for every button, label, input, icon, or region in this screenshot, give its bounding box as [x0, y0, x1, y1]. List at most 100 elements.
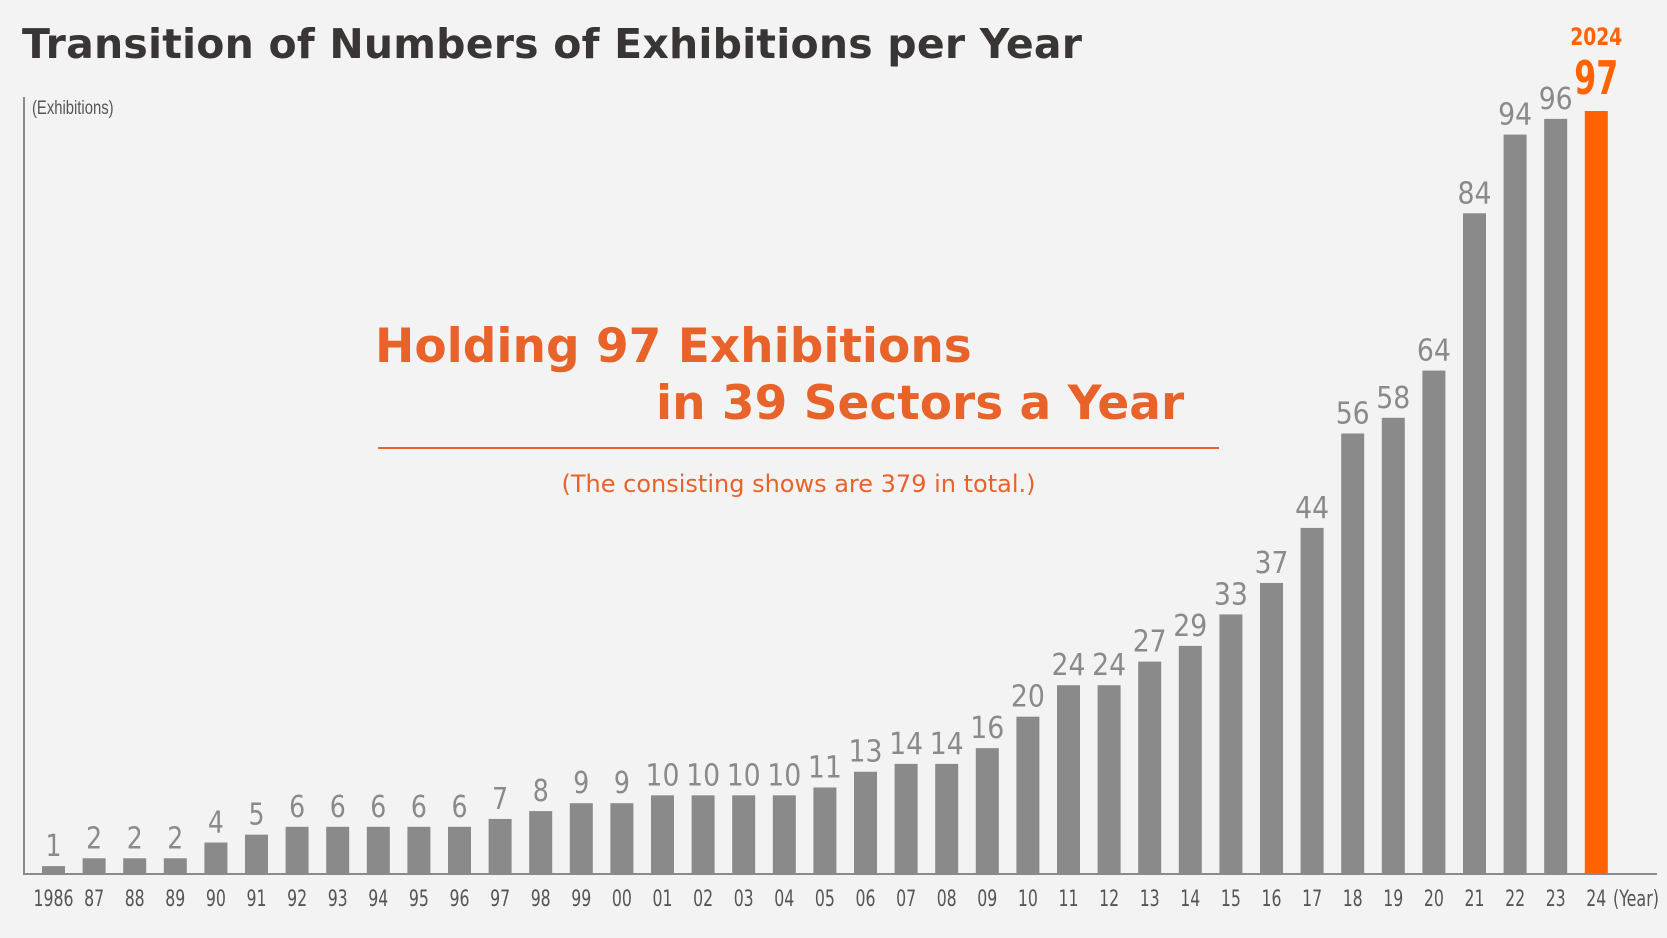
x-tick-11: 11 [1059, 887, 1079, 912]
data-label-06: 13 [849, 735, 883, 770]
x-tick-19: 19 [1383, 887, 1403, 912]
data-label-15: 33 [1214, 577, 1248, 612]
data-label-92: 6 [289, 790, 305, 825]
bar-17 [1300, 527, 1324, 874]
data-label-99: 9 [573, 766, 589, 801]
x-tick-95: 95 [409, 887, 429, 912]
x-tick-20: 20 [1424, 887, 1444, 912]
headline-line-2: in 39 Sectors a Year [656, 376, 1185, 431]
data-label-16: 37 [1255, 546, 1289, 581]
bar-19 [1381, 417, 1405, 874]
data-label-89: 2 [167, 821, 183, 856]
data-label-90: 4 [208, 806, 224, 841]
data-label-95: 6 [411, 790, 427, 825]
x-tick-05: 05 [815, 887, 835, 912]
bar-09 [975, 748, 999, 874]
data-label-04: 10 [767, 758, 801, 793]
bar-11 [1057, 685, 1080, 874]
x-tick-94: 94 [368, 887, 388, 912]
data-label-96: 6 [452, 790, 468, 825]
data-label-14: 29 [1173, 609, 1207, 644]
x-tick-07: 07 [896, 887, 916, 912]
chart-title: Transition of Numbers of Exhibitions per… [22, 20, 1083, 68]
bar-13 [1138, 661, 1162, 874]
x-tick-10: 10 [1018, 887, 1038, 912]
x-tick-24: 24 [1586, 887, 1606, 912]
data-label-91: 5 [249, 798, 265, 833]
bar-99 [569, 803, 593, 874]
bar-14 [1178, 645, 1202, 874]
bar-06 [854, 771, 877, 874]
data-label-20: 64 [1417, 334, 1451, 369]
data-label-08: 14 [930, 727, 964, 762]
bar-88 [123, 858, 147, 874]
bar-01 [651, 795, 674, 874]
bar-18 [1341, 433, 1365, 874]
bar-12 [1097, 685, 1121, 874]
x-tick-06: 06 [856, 887, 876, 912]
x-tick-03: 03 [734, 887, 754, 912]
x-tick-22: 22 [1505, 887, 1525, 912]
bar-04 [772, 795, 796, 874]
x-axis-label: (Year) [1613, 887, 1659, 912]
y-axis-unit-label: (Exhibitions) [32, 98, 114, 119]
x-tick-18: 18 [1343, 887, 1363, 912]
bar-98 [529, 811, 553, 874]
data-label-10: 20 [1011, 680, 1045, 715]
x-tick-92: 92 [287, 887, 307, 912]
data-label-05: 11 [808, 750, 842, 785]
data-label-07: 14 [889, 727, 923, 762]
x-tick-90: 90 [206, 887, 226, 912]
data-label-03: 10 [727, 758, 761, 793]
data-label-94: 6 [370, 790, 386, 825]
highlight-year-label: 2024 [1570, 23, 1622, 51]
data-label-93: 6 [330, 790, 346, 825]
data-label-18: 56 [1336, 397, 1370, 432]
x-tick-93: 93 [328, 887, 348, 912]
bar-16 [1260, 582, 1283, 874]
x-tick-labels-group: 1986 87 88 89 90 91 92 93 94 95 96 97 98 99 00 01 02 03 04… [34, 887, 1607, 912]
data-label-12: 24 [1092, 648, 1126, 683]
data-label-1986: 1 [46, 829, 62, 864]
highlight-value-label: 97 [1574, 51, 1618, 105]
data-label-17: 44 [1295, 491, 1329, 526]
data-label-11: 24 [1052, 648, 1086, 683]
x-tick-04: 04 [774, 887, 794, 912]
bar-90 [204, 842, 228, 874]
bar-92 [285, 826, 309, 874]
bar-08 [935, 763, 959, 874]
x-tick-00: 00 [612, 887, 632, 912]
bar-93 [326, 826, 350, 874]
bar-02 [691, 795, 715, 874]
data-label-19: 58 [1376, 381, 1410, 416]
data-label-88: 2 [127, 821, 143, 856]
data-label-21: 84 [1458, 176, 1492, 211]
bar-1986 [42, 866, 65, 874]
data-label-13: 27 [1133, 625, 1167, 660]
data-label-87: 2 [86, 821, 102, 856]
x-tick-21: 21 [1465, 887, 1485, 912]
x-tick-98: 98 [531, 887, 551, 912]
x-tick-16: 16 [1262, 887, 1282, 912]
bar-96 [448, 826, 471, 874]
bar-94 [366, 826, 390, 874]
data-label-00: 9 [614, 766, 630, 801]
x-tick-02: 02 [693, 887, 713, 912]
bar-21 [1463, 213, 1486, 874]
x-tick-1986: 1986 [34, 887, 74, 912]
bar-07 [894, 763, 918, 874]
x-tick-15: 15 [1221, 887, 1241, 912]
x-tick-91: 91 [247, 887, 267, 912]
bar-03 [732, 795, 756, 874]
bar-20 [1422, 370, 1446, 874]
bar-00 [610, 803, 634, 874]
bars-group [42, 111, 1608, 875]
x-tick-88: 88 [125, 887, 145, 912]
data-label-23: 96 [1539, 82, 1573, 117]
bar-10 [1016, 716, 1040, 874]
x-tick-14: 14 [1180, 887, 1200, 912]
x-tick-08: 08 [937, 887, 957, 912]
headline-subtitle: (The consisting shows are 379 in total.) [561, 470, 1036, 498]
data-label-98: 8 [533, 774, 549, 809]
